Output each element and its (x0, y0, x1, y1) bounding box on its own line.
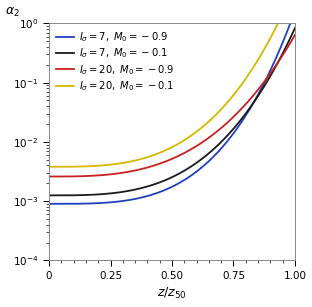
$I_\sigma = 20,\; M_0 = -0.1$ (212, 115, 215, 119)
$I_\sigma = 20,\; M_0 = -0.1$ (158, 151, 162, 154)
$I_\sigma = 7,\; M_0 = -0.1$ (47, 193, 51, 197)
$I_\sigma = 7,\; M_0 = -0.9$ (293, 9, 297, 13)
$I_\sigma = 20,\; M_0 = -0.1$ (232, 92, 236, 96)
$I_\sigma = 20,\; M_0 = -0.9$ (192, 146, 196, 150)
$I_\sigma = 20,\; M_0 = -0.9$ (110, 172, 114, 176)
$I_\sigma = 7,\; M_0 = -0.1$ (232, 126, 236, 130)
$I_\sigma = 20,\; M_0 = -0.9$ (212, 133, 215, 136)
$I_\sigma = 20,\; M_0 = -0.1$ (47, 165, 51, 169)
$I_\sigma = 20,\; M_0 = -0.1$ (192, 132, 196, 135)
$I_\sigma = 20,\; M_0 = -0.1$ (91, 164, 95, 168)
$I_\sigma = 20,\; M_0 = -0.9$ (158, 161, 162, 165)
$I_\sigma = 7,\; M_0 = -0.1$ (293, 26, 297, 30)
$I_\sigma = 7,\; M_0 = -0.9$ (158, 190, 162, 194)
$I_\sigma = 7,\; M_0 = -0.9$ (47, 202, 51, 206)
X-axis label: $z/z_{50}$: $z/z_{50}$ (157, 286, 187, 301)
$I_\sigma = 7,\; M_0 = -0.1$ (110, 191, 114, 195)
$I_\sigma = 7,\; M_0 = -0.9$ (232, 130, 236, 134)
$I_\sigma = 7,\; M_0 = -0.1$ (212, 148, 215, 151)
Line: $I_\sigma = 20,\; M_0 = -0.1$: $I_\sigma = 20,\; M_0 = -0.1$ (49, 0, 295, 167)
$I_\sigma = 7,\; M_0 = -0.1$ (158, 180, 162, 184)
$I_\sigma = 7,\; M_0 = -0.9$ (192, 172, 196, 175)
Line: $I_\sigma = 7,\; M_0 = -0.1$: $I_\sigma = 7,\; M_0 = -0.1$ (49, 28, 295, 195)
$I_\sigma = 7,\; M_0 = -0.1$ (192, 163, 196, 166)
Legend: $I_\sigma = 7,\; M_0 = -0.9$, $I_\sigma = 7,\; M_0 = -0.1$, $I_\sigma = 20,\; M_: $I_\sigma = 7,\; M_0 = -0.9$, $I_\sigma … (54, 28, 177, 95)
$I_\sigma = 20,\; M_0 = -0.9$ (91, 174, 95, 177)
$I_\sigma = 20,\; M_0 = -0.9$ (293, 33, 297, 37)
$I_\sigma = 7,\; M_0 = -0.1$ (91, 193, 95, 196)
$I_\sigma = 7,\; M_0 = -0.9$ (110, 200, 114, 204)
$I_\sigma = 7,\; M_0 = -0.9$ (91, 201, 95, 205)
Text: $\alpha_2$: $\alpha_2$ (5, 6, 20, 19)
$I_\sigma = 20,\; M_0 = -0.1$ (110, 163, 114, 166)
Line: $I_\sigma = 20,\; M_0 = -0.9$: $I_\sigma = 20,\; M_0 = -0.9$ (49, 35, 295, 177)
$I_\sigma = 7,\; M_0 = -0.9$ (212, 155, 215, 159)
$I_\sigma = 20,\; M_0 = -0.9$ (47, 175, 51, 178)
Line: $I_\sigma = 7,\; M_0 = -0.9$: $I_\sigma = 7,\; M_0 = -0.9$ (49, 11, 295, 204)
$I_\sigma = 20,\; M_0 = -0.9$ (232, 114, 236, 118)
